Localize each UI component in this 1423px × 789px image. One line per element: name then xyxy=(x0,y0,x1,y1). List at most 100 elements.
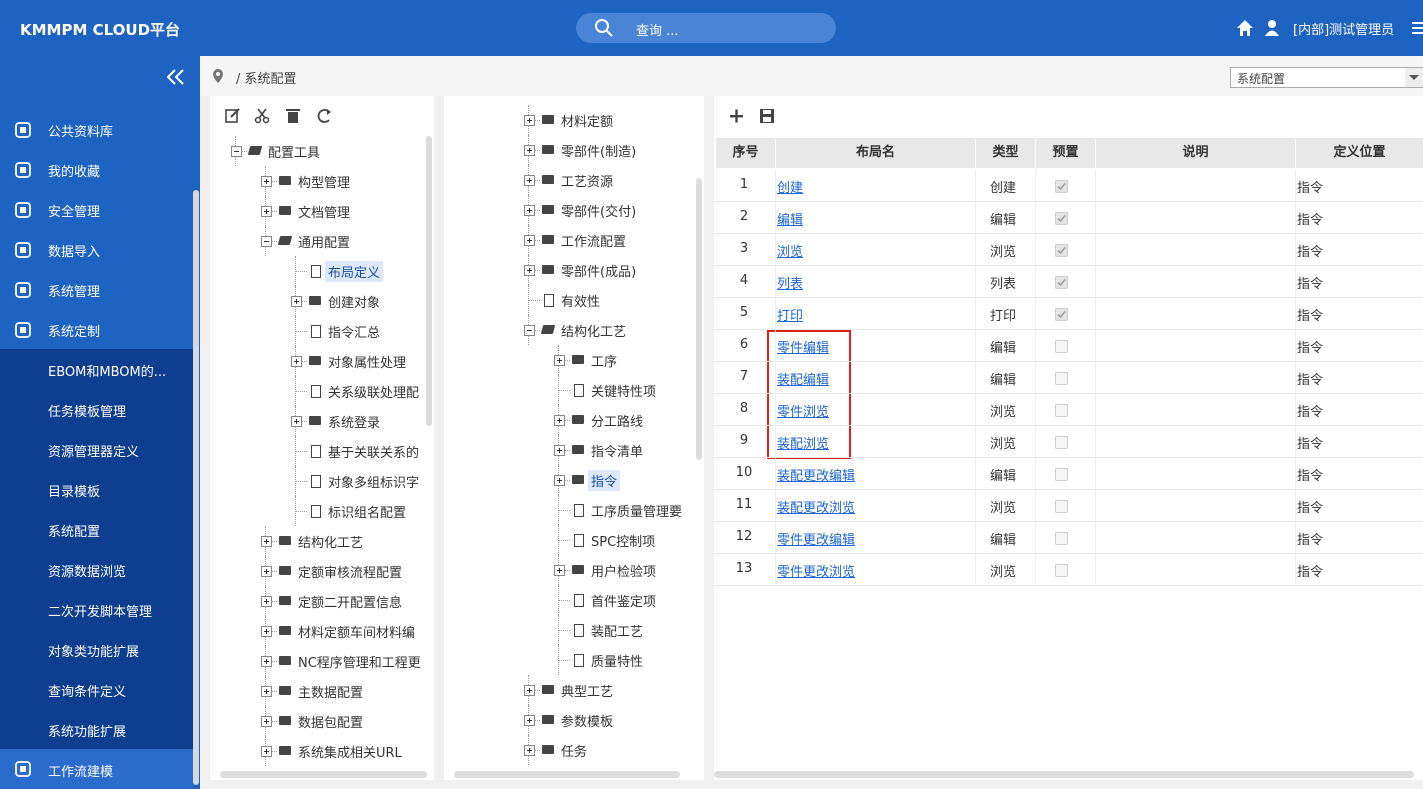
layout-link[interactable]: 零件更改编辑 xyxy=(777,533,856,548)
tree-node[interactable]: SPC控制项 xyxy=(591,535,656,550)
refresh-button[interactable] xyxy=(317,109,331,123)
tree-node[interactable]: 材料定额 xyxy=(561,115,614,130)
tree-expander[interactable] xyxy=(261,206,272,217)
tree-node[interactable]: 系统登录 xyxy=(328,416,381,431)
tree-node[interactable]: 指令 xyxy=(588,470,621,491)
tree-node[interactable]: 通用配置 xyxy=(298,236,351,251)
tree-expander[interactable] xyxy=(261,656,272,667)
tree-expander[interactable] xyxy=(524,175,535,186)
tree-node[interactable]: 结构化工艺 xyxy=(298,536,364,551)
tree-expander[interactable] xyxy=(261,176,272,187)
tree-expander[interactable] xyxy=(524,265,535,276)
layout-link[interactable]: 零件浏览 xyxy=(777,405,830,420)
tree-node[interactable]: 标识组名配置 xyxy=(328,506,407,521)
tree-expander[interactable] xyxy=(291,356,302,367)
tree-node[interactable]: 零部件(制造) xyxy=(561,145,637,160)
tree-node[interactable]: 参数模板 xyxy=(561,715,614,730)
submenu-item[interactable]: EBOM和MBOM的... xyxy=(48,365,167,380)
tree-expander[interactable] xyxy=(524,685,535,696)
submenu-item[interactable]: 系统配置 xyxy=(48,525,101,540)
menu-item[interactable]: 公共资料库 xyxy=(48,125,114,140)
collapse-button[interactable] xyxy=(166,68,186,86)
tree-node[interactable]: 数据包配置 xyxy=(298,716,364,731)
tree-node[interactable]: 结构化工艺 xyxy=(561,325,627,340)
tree-expander[interactable] xyxy=(291,416,302,427)
tree-node[interactable]: 工序 xyxy=(591,355,618,370)
tree-node[interactable]: NC程序管理和工程更 xyxy=(298,656,421,671)
tree-node[interactable]: 分工路线 xyxy=(591,415,644,430)
tree-node[interactable]: 指令汇总 xyxy=(328,326,381,341)
tree-node[interactable]: 质量特性 xyxy=(591,655,644,670)
submenu-item[interactable]: 任务模板管理 xyxy=(48,405,127,420)
submenu-item[interactable]: 二次开发脚本管理 xyxy=(48,605,153,620)
layout-link[interactable]: 编辑 xyxy=(777,213,804,228)
tree-node[interactable]: 典型工艺 xyxy=(561,685,614,700)
layout-link[interactable]: 装配更改编辑 xyxy=(777,469,856,484)
tree-expander[interactable] xyxy=(291,296,302,307)
tree-expander[interactable] xyxy=(554,475,565,486)
layout-link[interactable]: 列表 xyxy=(777,277,804,292)
tree-expander[interactable] xyxy=(554,415,565,426)
tree-node[interactable]: 对象属性处理 xyxy=(328,356,407,371)
user-icon[interactable] xyxy=(1265,19,1279,37)
tree-expander[interactable] xyxy=(554,565,565,576)
tree-node[interactable]: 主数据配置 xyxy=(298,686,364,701)
tree-expander[interactable] xyxy=(524,145,535,156)
layout-link[interactable]: 浏览 xyxy=(777,245,804,260)
tree-expander[interactable] xyxy=(261,596,272,607)
tree-node[interactable]: 工作流配置 xyxy=(561,235,627,250)
tree-node[interactable]: 用户检验项 xyxy=(591,565,657,580)
layout-link[interactable]: 零件更改浏览 xyxy=(777,565,856,580)
tree-node[interactable]: 对象多组标识字 xyxy=(328,476,420,491)
tree-node[interactable]: 文档管理 xyxy=(298,206,351,221)
layout-link[interactable]: 打印 xyxy=(777,309,804,324)
submenu-item[interactable]: 查询条件定义 xyxy=(48,685,127,700)
submenu-item[interactable]: 资源管理器定义 xyxy=(48,445,140,460)
tree-node[interactable]: 有效性 xyxy=(561,295,601,310)
tree-expander[interactable] xyxy=(524,715,535,726)
menu-item[interactable]: 工作流建模 xyxy=(48,765,114,780)
search-box[interactable] xyxy=(576,13,836,43)
menu-item[interactable]: 系统定制 xyxy=(48,325,101,340)
add-button[interactable] xyxy=(730,109,743,123)
tree-node[interactable]: 定额审核流程配置 xyxy=(298,566,403,581)
submenu-item[interactable]: 对象类功能扩展 xyxy=(48,645,140,660)
layout-link[interactable]: 装配浏览 xyxy=(777,437,830,452)
tree-node[interactable]: 装配工艺 xyxy=(591,625,644,640)
delete-button[interactable] xyxy=(286,109,300,123)
tree-expander[interactable] xyxy=(261,746,272,757)
menu-item[interactable]: 系统管理 xyxy=(48,285,101,300)
tree-expander[interactable] xyxy=(261,716,272,727)
tree-expander[interactable] xyxy=(524,115,535,126)
tree-node[interactable]: 关键特性项 xyxy=(591,385,657,400)
tree-expander[interactable] xyxy=(554,355,565,366)
layout-selector[interactable] xyxy=(1230,67,1423,88)
menu-item[interactable]: 安全管理 xyxy=(48,205,101,220)
tree-node[interactable]: 工序质量管理要 xyxy=(591,505,683,520)
layout-link[interactable]: 装配编辑 xyxy=(777,373,830,388)
menu-item[interactable]: 我的收藏 xyxy=(48,165,101,180)
tree-node[interactable]: 首件鉴定项 xyxy=(591,595,657,610)
layout-link[interactable]: 零件编辑 xyxy=(777,341,830,356)
tree-expander[interactable] xyxy=(231,146,242,157)
layout-link[interactable]: 创建 xyxy=(777,181,804,196)
tree-node[interactable]: 零部件(交付) xyxy=(561,205,637,220)
tree-node[interactable]: 指令清单 xyxy=(591,445,644,460)
tree-expander[interactable] xyxy=(261,626,272,637)
tree-expander[interactable] xyxy=(524,745,535,756)
menu-icon[interactable] xyxy=(1412,21,1423,35)
cut-button[interactable] xyxy=(254,108,270,124)
tree-expander[interactable] xyxy=(554,445,565,456)
tree-node[interactable]: 布局定义 xyxy=(325,261,384,282)
tree-node[interactable]: 零部件(成品) xyxy=(561,265,637,280)
home-icon[interactable] xyxy=(1236,19,1254,37)
submenu-item[interactable]: 资源数据浏览 xyxy=(48,565,127,580)
tree-expander[interactable] xyxy=(261,566,272,577)
save-button[interactable] xyxy=(760,109,774,123)
menu-item[interactable]: 数据导入 xyxy=(48,245,101,260)
tree-node[interactable]: 工艺资源 xyxy=(561,175,614,190)
tree-node[interactable]: 基于关联关系的 xyxy=(328,446,420,461)
submenu-item[interactable]: 系统功能扩展 xyxy=(48,725,127,740)
edit-button[interactable] xyxy=(225,108,240,123)
tree-node[interactable]: 系统集成相关URL xyxy=(298,746,402,761)
